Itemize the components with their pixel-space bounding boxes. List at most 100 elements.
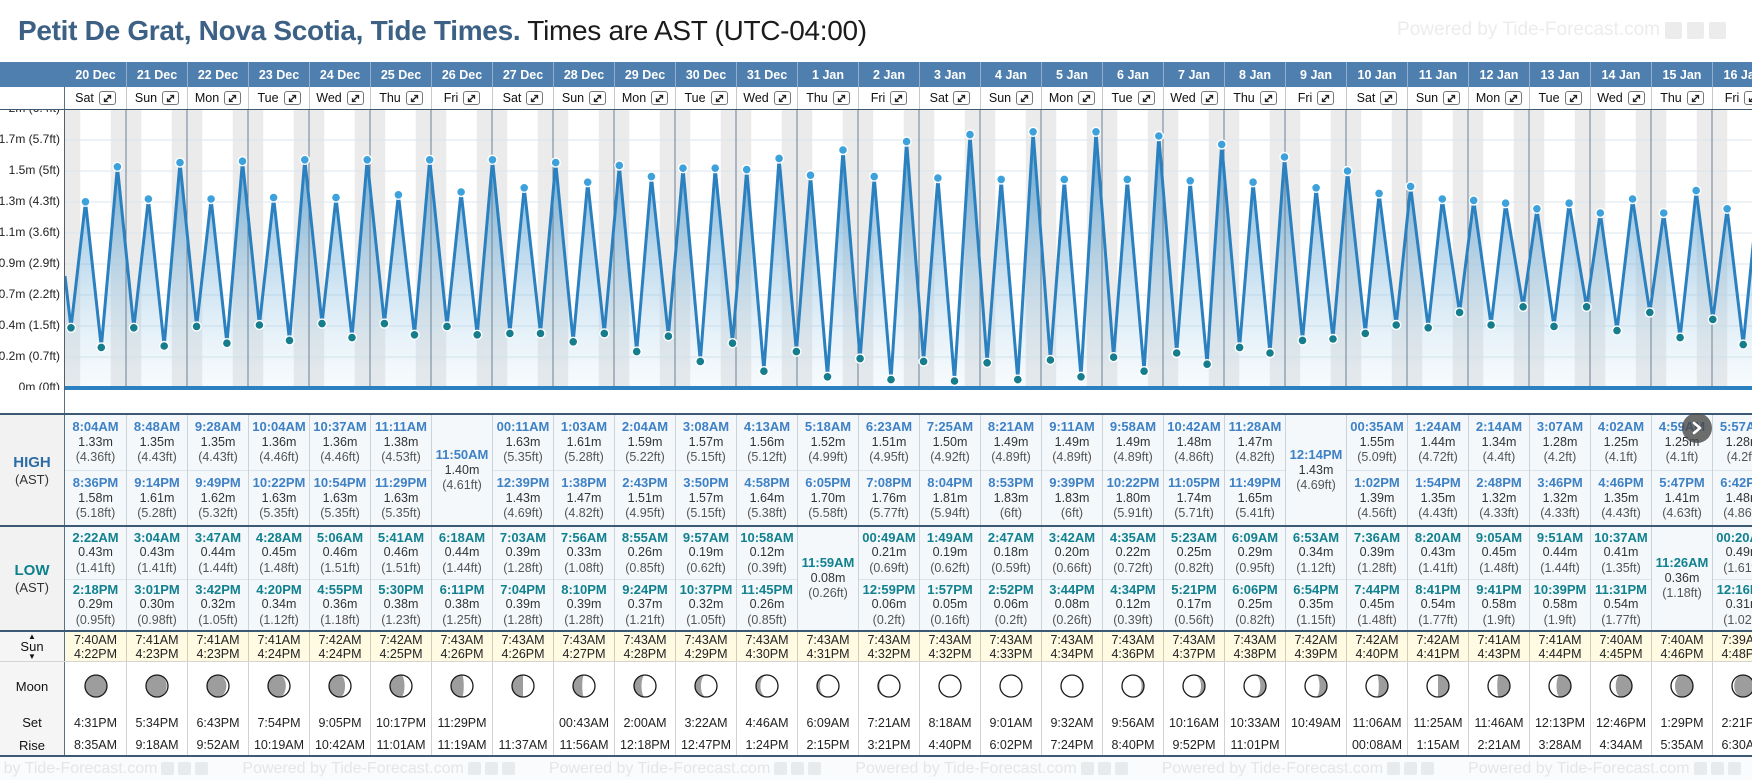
moonset-time-cell: 10:17PM: [370, 710, 431, 735]
expand-day-button[interactable]: [953, 91, 971, 105]
moon-phase-cell: [370, 662, 431, 710]
sunset-time: 4:43PM: [1477, 646, 1521, 661]
high-tide-event: 8:21AM 1.49m (4.89ft): [981, 415, 1041, 470]
watermark-text: Powered by Tide-Forecast.com: [1468, 759, 1690, 777]
expand-day-button[interactable]: [1443, 91, 1461, 105]
high-tide-event: 8:04PM 1.81m (5.94ft): [920, 470, 980, 525]
expand-day-button[interactable]: [98, 91, 116, 105]
expand-day-button[interactable]: [283, 91, 301, 105]
moon-phase-cell: [1590, 662, 1651, 710]
tide-height-ft: (0.82ft): [1235, 612, 1275, 627]
expand-day-button[interactable]: [1380, 91, 1398, 105]
low-tide-event: 3:04AM 0.43m (1.41ft): [127, 527, 187, 579]
y-axis-tick: 1.5m (5ft): [8, 163, 60, 177]
tide-forecast-watermark: Powered by Tide-Forecast.com: [1468, 759, 1741, 778]
date-header-cell: 16 Jan: [1712, 62, 1752, 87]
expand-day-button[interactable]: [1259, 91, 1277, 105]
day-name: Mon: [621, 91, 647, 105]
expand-day-button[interactable]: [1200, 91, 1218, 105]
expand-day-button[interactable]: [526, 91, 544, 105]
high-tide-event: 2:04AM 1.59m (5.22ft): [615, 415, 675, 470]
expand-day-button[interactable]: [890, 91, 908, 105]
expand-icon: [778, 94, 786, 102]
tide-height-ft: (4.72ft): [1418, 450, 1458, 465]
tide-height-m: 0.46m: [383, 545, 419, 560]
expand-icon: [229, 94, 237, 102]
tide-height-ft: (5.94ft): [930, 505, 970, 520]
expand-day-button[interactable]: [162, 91, 180, 105]
tide-time: 9:28AM: [194, 419, 242, 435]
expand-day-button[interactable]: [224, 91, 242, 105]
tide-time: 9:39PM: [1049, 474, 1095, 490]
expand-day-button[interactable]: [1686, 91, 1704, 105]
high-tide-event: 8:53PM 1.83m (6ft): [981, 470, 1041, 525]
tide-height-m: 0.39m: [505, 545, 541, 560]
sun-row-label[interactable]: ▲ Sun ▼: [0, 632, 64, 661]
expand-day-button[interactable]: [832, 91, 850, 105]
high-tide-marker: [1122, 174, 1133, 185]
tide-height-m: 1.65m: [1237, 490, 1273, 505]
high-tide-marker: [1658, 207, 1669, 219]
tide-height-ft: (1.05ft): [198, 612, 238, 627]
expand-day-button[interactable]: [463, 91, 481, 105]
expand-day-button[interactable]: [1627, 91, 1645, 105]
tide-height-m: 1.32m: [1481, 490, 1517, 505]
expand-day-button[interactable]: [1137, 91, 1155, 105]
high-row-label: HIGH (AST): [0, 415, 64, 525]
high-tide-marker: [996, 174, 1007, 185]
day-name-cell: Thu: [1651, 87, 1712, 109]
high-tide-marker: [1279, 151, 1290, 163]
high-tide-marker: [143, 193, 154, 205]
expand-day-button[interactable]: [589, 91, 607, 105]
sunset-time: 4:41PM: [1416, 646, 1460, 661]
tide-time: 00:35AM: [1350, 419, 1404, 435]
expand-day-button[interactable]: [346, 91, 364, 105]
watermark-icon: [178, 762, 192, 775]
tide-height-ft: (4.63ft): [1662, 505, 1702, 520]
low-tide-event: 5:23AM 0.25m (0.82ft): [1164, 527, 1224, 579]
sunset-time: 4:29PM: [684, 646, 728, 661]
tide-height-ft: (0.69ft): [869, 560, 909, 575]
tide-height-m: 1.43m: [1298, 462, 1334, 477]
tide-forecast-watermark: Powered by Tide-Forecast.com: [855, 760, 1128, 778]
watermark-icon: [195, 762, 209, 775]
high-tide-event: 10:22PM 1.80m (5.91ft): [1103, 470, 1163, 525]
day-name: Wed: [1170, 91, 1196, 105]
low-tide-marker: [1075, 371, 1087, 382]
high-tide-event: 9:11AM 1.49m (4.89ft): [1042, 415, 1102, 470]
expand-day-button[interactable]: [1317, 91, 1335, 105]
expand-day-button[interactable]: [773, 91, 791, 105]
expand-day-button[interactable]: [710, 91, 728, 105]
high-tide-cell: 11:11AM 1.38m (4.53ft) 11:29PM 1.63m (5.35ft): [370, 415, 431, 525]
moonset-time-cell: 1:29PM: [1651, 710, 1712, 735]
low-tide-marker: [65, 322, 77, 334]
high-tide-event: 8:04AM 1.33m (4.36ft): [65, 415, 126, 470]
tide-time: 12:14PM: [1289, 446, 1343, 462]
next-page-button[interactable]: [1682, 413, 1712, 443]
expand-icon: [410, 94, 418, 102]
tide-height-m: 1.63m: [505, 435, 541, 450]
expand-day-button[interactable]: [651, 91, 669, 105]
high-tide-event: 6:05PM 1.70m (5.58ft): [798, 470, 858, 525]
tide-height-m: 1.56m: [749, 435, 785, 450]
low-tide-marker: [1171, 347, 1182, 359]
high-tide-marker: [741, 164, 752, 175]
moon-phase-cell: [1712, 662, 1752, 710]
tide-height-m: 0.32m: [200, 597, 236, 612]
sunset-time: 4:23PM: [135, 646, 179, 661]
expand-day-button[interactable]: [1564, 91, 1582, 105]
high-tide-cell: 10:42AM 1.48m (4.86ft) 11:05PM 1.74m (5.71ft): [1163, 415, 1224, 525]
tide-height-ft: (0.98ft): [137, 612, 177, 627]
low-tide-marker: [1454, 307, 1465, 318]
expand-day-button[interactable]: [405, 91, 423, 105]
expand-icon: [1569, 94, 1577, 102]
tide-forecast-watermark: Powered by Tide-Forecast.com: [242, 760, 515, 778]
tide-height-m: 0.19m: [688, 545, 724, 560]
expand-day-button[interactable]: [1016, 91, 1034, 105]
expand-day-button[interactable]: [1505, 91, 1523, 105]
expand-day-button[interactable]: [1078, 91, 1096, 105]
footer-watermark-strip: Powered by Tide-Forecast.com Powered by T…: [0, 757, 1752, 780]
expand-day-button[interactable]: [1744, 91, 1752, 105]
high-tide-event: 6:23AM 1.51m (4.95ft): [859, 415, 919, 470]
tide-time: 4:34PM: [1110, 581, 1156, 597]
